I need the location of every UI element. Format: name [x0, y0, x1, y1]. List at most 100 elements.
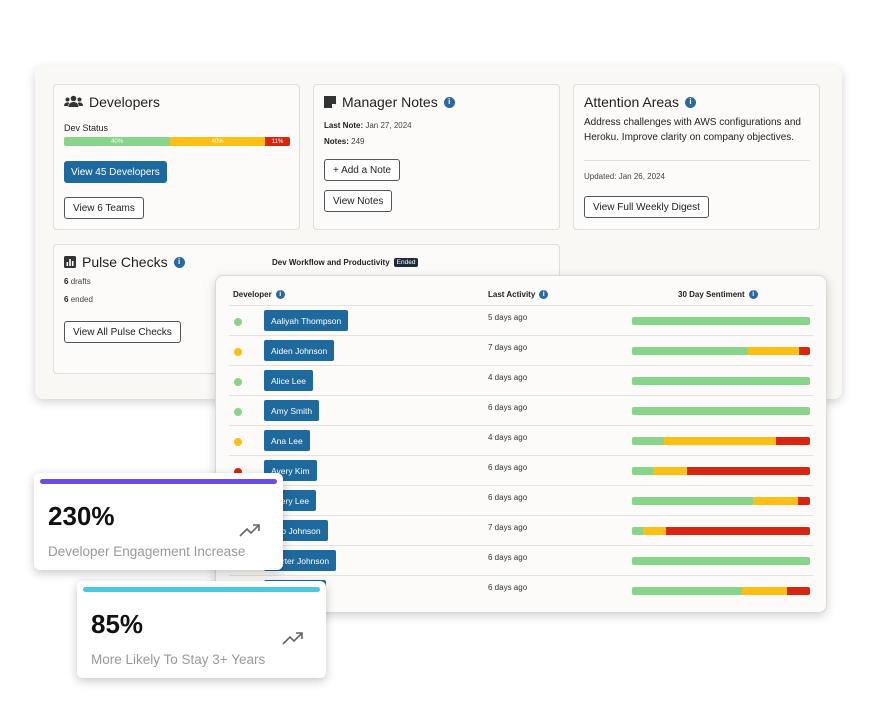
sentiment-bar	[632, 467, 810, 475]
sentiment-segment-green	[632, 587, 743, 595]
status-dot	[234, 348, 242, 356]
sentiment-segment-green	[632, 467, 654, 475]
pulse-checks-title: Pulse Checks i	[64, 254, 185, 270]
attention-areas-title: Attention Areas i	[584, 94, 696, 110]
workflow-heading: Dev Workflow and Productivity Ended	[272, 258, 419, 267]
sentiment-segment-green	[632, 437, 665, 445]
last-activity: 6 days ago	[488, 493, 528, 502]
last-activity: 6 days ago	[488, 403, 528, 412]
sentiment-bar	[632, 407, 810, 415]
table-row: Amy Smith 6 days ago	[229, 395, 813, 425]
dashboard-panel: Developers Dev Status 40% 40% 11% View 45 …	[35, 66, 842, 399]
sentiment-bar	[632, 587, 810, 595]
sentiment-segment-red	[776, 437, 810, 445]
developer-name-button[interactable]: Aiden Johnson	[264, 340, 335, 361]
table-row: Avery Kim 6 days ago	[229, 455, 813, 485]
developer-name-button[interactable]: Aaliyah Thompson	[264, 310, 349, 331]
stat-card-engagement: 230% Developer Engagement Increase	[34, 473, 283, 570]
trending-up-icon	[282, 632, 303, 645]
sentiment-segment-green	[632, 527, 643, 535]
last-note: Last Note: Jan 27, 2024	[324, 121, 412, 130]
view-notes-button[interactable]: View Notes	[324, 190, 393, 212]
sentiment-bar	[632, 557, 810, 565]
dev-status-label: Dev Status	[64, 123, 109, 133]
last-activity: 6 days ago	[488, 463, 528, 472]
status-dot	[234, 438, 242, 446]
add-note-button[interactable]: + Add a Note	[324, 159, 401, 181]
notes-count: Notes: 249	[324, 137, 364, 146]
drafts-count: 6	[64, 277, 69, 286]
dev-status-segment: 40%	[64, 137, 171, 146]
table-row: Alice Lee 4 days ago	[229, 365, 813, 395]
view-teams-button[interactable]: View 6 Teams	[64, 197, 144, 219]
manager-notes-title: Manager Notes i	[324, 94, 455, 110]
users-icon	[64, 95, 83, 107]
attention-text: Address challenges with AWS configuratio…	[584, 117, 801, 143]
notes-count-label: Notes:	[324, 137, 349, 146]
workflow-title[interactable]: Dev Workflow and Productivity	[272, 258, 390, 267]
info-icon[interactable]: i	[275, 290, 285, 299]
sentiment-bar	[632, 347, 810, 355]
table-row: Ana Lee 4 days ago	[229, 425, 813, 455]
sentiment-bar	[632, 527, 810, 535]
trending-up-icon	[239, 524, 260, 537]
manager-notes-card: Manager Notes i Last Note: Jan 27, 2024 …	[313, 84, 560, 230]
last-activity: 6 days ago	[488, 553, 528, 562]
sentiment-bar	[632, 377, 810, 385]
info-icon[interactable]: i	[173, 256, 185, 268]
sentiment-segment-red	[786, 587, 810, 595]
last-activity: 4 days ago	[488, 433, 528, 442]
sentiment-segment-yellow	[642, 527, 666, 535]
developer-table: Developer i Last Activity i 30 Day Senti…	[215, 275, 827, 613]
info-icon[interactable]: i	[684, 96, 696, 108]
ended-badge: Ended	[393, 258, 419, 267]
dev-status-segment: 11%	[265, 137, 290, 146]
stat-label: More Likely To Stay 3+ Years	[91, 652, 266, 667]
table-row: Aaliyah Thompson 5 days ago	[229, 305, 813, 335]
info-icon[interactable]: i	[748, 290, 758, 299]
sentiment-segment-red	[665, 527, 810, 535]
column-developer-label: Developer	[233, 290, 272, 299]
sentiment-segment-red	[687, 467, 810, 475]
last-activity: 7 days ago	[488, 523, 528, 532]
last-activity: 6 days ago	[488, 583, 528, 592]
developer-name-button[interactable]: Amy Smith	[264, 400, 320, 421]
last-activity: 5 days ago	[488, 313, 528, 322]
ended-count: 6	[64, 295, 69, 304]
table-row: Aiden Johnson 7 days ago	[229, 335, 813, 365]
last-note-value: Jan 27, 2024	[365, 121, 412, 130]
stat-accent-bar	[83, 587, 320, 592]
sentiment-segment-red	[797, 497, 810, 505]
stat-label: Developer Engagement Increase	[48, 544, 246, 559]
column-sentiment-label: 30 Day Sentiment	[678, 290, 745, 299]
table-row: Bob Johnson 7 days ago	[229, 515, 813, 545]
pulse-checks-title-text: Pulse Checks	[82, 254, 168, 270]
sentiment-bar	[632, 497, 810, 505]
developers-title: Developers	[64, 94, 160, 110]
last-note-label: Last Note:	[324, 121, 364, 130]
bar-chart-icon	[64, 256, 76, 268]
manager-notes-title-text: Manager Notes	[342, 94, 438, 110]
sentiment-segment-green	[632, 377, 810, 385]
view-all-pulse-checks-button[interactable]: View All Pulse Checks	[64, 321, 181, 343]
info-icon[interactable]: i	[539, 290, 549, 299]
last-activity: 7 days ago	[488, 343, 528, 352]
developer-name-button[interactable]: Alice Lee	[264, 370, 313, 391]
sentiment-bar	[632, 437, 810, 445]
pulse-drafts: 6 drafts	[64, 277, 91, 286]
sentiment-bar	[632, 317, 810, 325]
note-icon	[324, 96, 336, 108]
attention-updated: Updated: Jan 26, 2024	[584, 172, 665, 181]
view-developers-button[interactable]: View 45 Developers	[64, 161, 167, 183]
sentiment-segment-green	[632, 557, 810, 565]
sentiment-segment-green	[632, 497, 754, 505]
sentiment-segment-yellow	[742, 587, 787, 595]
sentiment-segment-yellow	[653, 467, 688, 475]
view-digest-button[interactable]: View Full Weekly Digest	[584, 196, 709, 218]
developer-name-button[interactable]: Ana Lee	[264, 430, 310, 451]
info-icon[interactable]: i	[443, 96, 455, 108]
notes-count-value: 249	[351, 137, 365, 146]
drafts-label: drafts	[70, 277, 91, 286]
stat-value: 230%	[48, 501, 115, 531]
sentiment-segment-yellow	[747, 347, 800, 355]
